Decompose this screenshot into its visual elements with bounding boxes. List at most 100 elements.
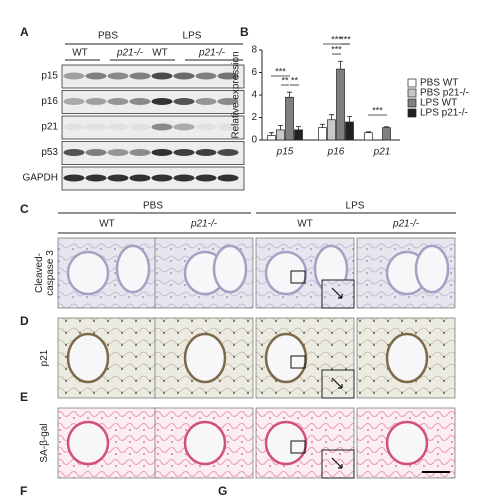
panel-label: A <box>20 25 29 39</box>
y-tick-label: 2 <box>251 112 257 123</box>
blot-band <box>173 72 195 80</box>
blot-strip <box>61 115 245 140</box>
x-tick-label: p15 <box>276 147 294 158</box>
bar <box>345 121 354 141</box>
genotype-label: p21-/- <box>392 219 420 230</box>
blot-band <box>173 174 195 182</box>
airway <box>66 332 110 384</box>
blot-band <box>129 149 151 156</box>
y-tick-label: 0 <box>251 135 257 146</box>
bar <box>267 135 276 141</box>
blot-band <box>129 123 151 131</box>
error-bar <box>296 126 301 130</box>
blot-label: p53 <box>41 147 58 158</box>
blot-band <box>85 98 107 105</box>
panel-label: C <box>20 202 29 216</box>
airway <box>414 244 450 294</box>
legend-label: LPS WT <box>420 98 457 109</box>
sig-label: ** <box>281 75 289 85</box>
y-tick-label: 8 <box>251 45 257 56</box>
sig-label: *** <box>275 66 286 76</box>
blot-band <box>129 98 151 105</box>
panel-label: B <box>240 25 249 39</box>
blot-band <box>151 72 173 80</box>
panel-label: G <box>218 484 227 498</box>
genotype-label: WT <box>72 48 88 59</box>
genotype-label: p21-/- <box>190 219 218 230</box>
airway <box>264 250 308 296</box>
sig-label: *** <box>331 34 342 44</box>
bar <box>382 127 391 141</box>
blot-band <box>173 149 195 156</box>
blot-band <box>217 149 239 156</box>
legend-swatch <box>407 108 417 118</box>
airway <box>66 420 110 466</box>
arrow <box>331 287 343 299</box>
blot-band <box>85 174 107 182</box>
error-bar <box>278 124 283 130</box>
blot-band <box>217 98 239 105</box>
blot-band <box>63 72 85 80</box>
bar <box>364 132 373 141</box>
blot-band <box>107 174 129 182</box>
group-label: PBS <box>98 31 118 42</box>
legend-label: PBS p21-/- <box>420 88 469 99</box>
blot-band <box>63 174 85 182</box>
blot-band <box>217 72 239 80</box>
blot-label: p15 <box>41 71 58 82</box>
blot-band <box>217 123 239 131</box>
panel-c-e: C D E F G PBS LPS WT p21-/- WT p21-/- Cleave… <box>20 201 456 498</box>
airway <box>212 244 248 294</box>
error-bar <box>329 114 334 120</box>
airway <box>385 332 429 384</box>
blot-label: GAPDH <box>22 173 58 184</box>
genotype-label: WT <box>99 219 115 230</box>
blot-band <box>151 174 173 182</box>
blot-band <box>195 174 217 182</box>
blot-band <box>85 72 107 80</box>
genotype-label: WT <box>297 219 313 230</box>
airway <box>264 420 308 466</box>
zoom-box <box>290 270 306 284</box>
blot-band <box>217 174 239 182</box>
blot-band <box>85 123 107 131</box>
blot-band <box>195 149 217 156</box>
blot-band <box>173 98 195 105</box>
panel-label: D <box>20 314 29 328</box>
bar <box>336 68 345 141</box>
error-bar <box>320 123 325 128</box>
blot-band <box>107 149 129 156</box>
row-label: Cleaved-caspase 3 <box>34 250 56 296</box>
group-label: LPS <box>183 31 202 42</box>
legend-swatch <box>407 88 417 98</box>
bar <box>294 129 303 141</box>
blot-band <box>85 149 107 156</box>
blot-band <box>129 72 151 80</box>
blot-band <box>173 123 195 131</box>
row-label: SA-β-gal <box>39 423 50 462</box>
error-bar <box>338 60 343 70</box>
sig-label: ** <box>291 75 299 85</box>
blot-label: p21 <box>41 122 58 133</box>
x-tick-label: p16 <box>327 147 345 158</box>
legend-label: PBS WT <box>420 78 458 89</box>
error-bar <box>347 115 352 122</box>
genotype-label: WT <box>152 48 168 59</box>
zoom-box <box>290 440 306 454</box>
bar <box>276 129 285 141</box>
blot-band <box>107 72 129 80</box>
y-axis-title: Relative expression <box>231 51 242 138</box>
blot-label: p16 <box>41 96 58 107</box>
y-tick-label: 6 <box>251 67 257 78</box>
blot-band <box>195 98 217 105</box>
row-label: p21 <box>39 349 50 366</box>
blot-band <box>195 123 217 131</box>
panel-a: A PBS LPS WT p21-/- WT p21-/- p15 p16 p21 p… <box>20 25 245 191</box>
airway <box>183 332 227 384</box>
airway <box>66 250 110 296</box>
error-bar <box>287 91 292 98</box>
arrow <box>331 457 343 469</box>
error-bar <box>384 126 389 128</box>
